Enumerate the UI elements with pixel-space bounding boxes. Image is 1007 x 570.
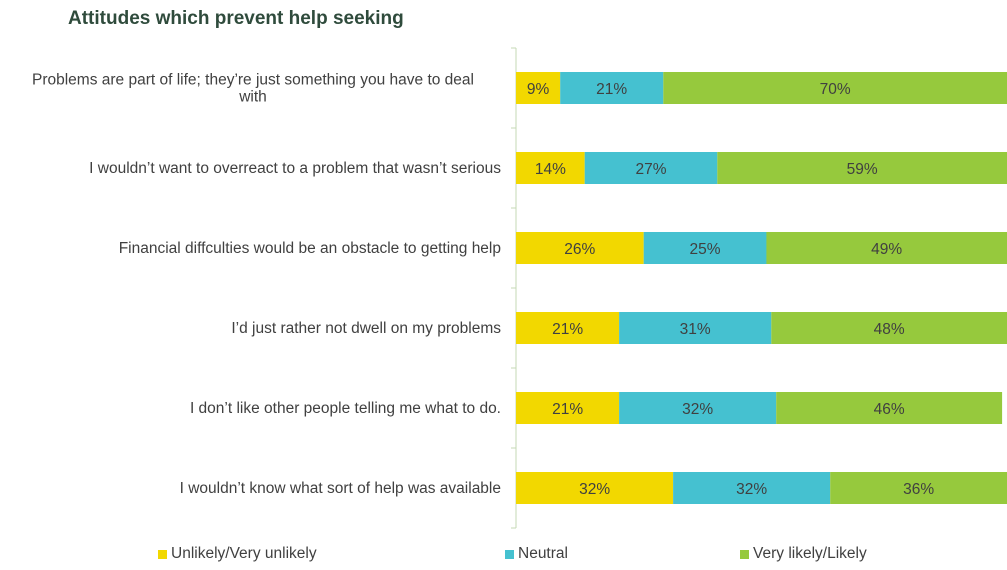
data-label: 32% (579, 481, 610, 498)
data-label: 70% (820, 81, 851, 98)
legend-swatch (740, 549, 749, 559)
data-label: 32% (682, 401, 713, 418)
data-label: 21% (596, 81, 627, 98)
bar-segment (516, 472, 674, 504)
data-label: 21% (552, 321, 583, 338)
data-label: 21% (552, 401, 583, 418)
bar-segment (516, 312, 620, 344)
bar-segment (643, 232, 767, 264)
bars: 9% 21% 70% 14% 27% 59% 26% 25% 49% 21% 31% 48% 21% 32… (516, 72, 1007, 504)
legend: Unlikely/Very unlikely Neutral Very likely… (0, 545, 1007, 567)
data-label: 31% (680, 321, 711, 338)
bar-segment (516, 392, 620, 424)
bar-segment (516, 152, 585, 184)
bar-segment (516, 232, 644, 264)
category-label: I wouldn’t want to overreact to a proble… (89, 160, 501, 177)
bar-segment (516, 72, 561, 104)
legend-swatch (158, 549, 167, 559)
chart-title: Attitudes which prevent help seeking (68, 8, 404, 29)
data-label: 26% (564, 241, 595, 258)
legend-label: Very likely/Likely (753, 545, 867, 562)
category-labels: Problems are part of life; they’re just … (32, 72, 501, 498)
legend-item: Unlikely/Very unlikely (158, 545, 317, 563)
data-label: 32% (736, 481, 767, 498)
legend-label: Neutral (518, 545, 568, 562)
data-label: 49% (871, 241, 902, 258)
category-axis (511, 47, 517, 529)
category-label: Financial diffculties would be an obstac… (119, 240, 501, 257)
data-label: 48% (874, 321, 905, 338)
category-label: I don’t like other people telling me wha… (190, 400, 501, 417)
bar-segment (776, 392, 1003, 424)
category-label: I’d just rather not dwell on my problems (231, 320, 501, 337)
data-label: 27% (635, 161, 666, 178)
legend-item: Very likely/Likely (740, 545, 867, 563)
data-label: 46% (874, 401, 905, 418)
legend-label: Unlikely/Very unlikely (171, 545, 317, 562)
bar-segment (717, 152, 1007, 184)
bar-segment (673, 472, 831, 504)
bar-segment (560, 72, 664, 104)
bar-segment (663, 72, 1007, 104)
data-label: 36% (903, 481, 934, 498)
data-label: 9% (527, 81, 550, 98)
bar-segment (584, 152, 718, 184)
bar-segment (619, 312, 772, 344)
stacked-bar-chart: Problems are part of life; they’re just … (32, 47, 1007, 529)
bar-segment (619, 392, 777, 424)
legend-swatch (505, 549, 514, 559)
legend-item: Neutral (505, 545, 568, 563)
data-label: 59% (847, 161, 878, 178)
data-label: 14% (535, 161, 566, 178)
bar-segment (830, 472, 1007, 504)
category-label: I wouldn’t know what sort of help was av… (180, 480, 501, 497)
category-label: Problems are part of life; they’re just … (32, 72, 474, 106)
bar-segment (766, 232, 1007, 264)
data-label: 25% (689, 241, 720, 258)
bar-segment (771, 312, 1007, 344)
